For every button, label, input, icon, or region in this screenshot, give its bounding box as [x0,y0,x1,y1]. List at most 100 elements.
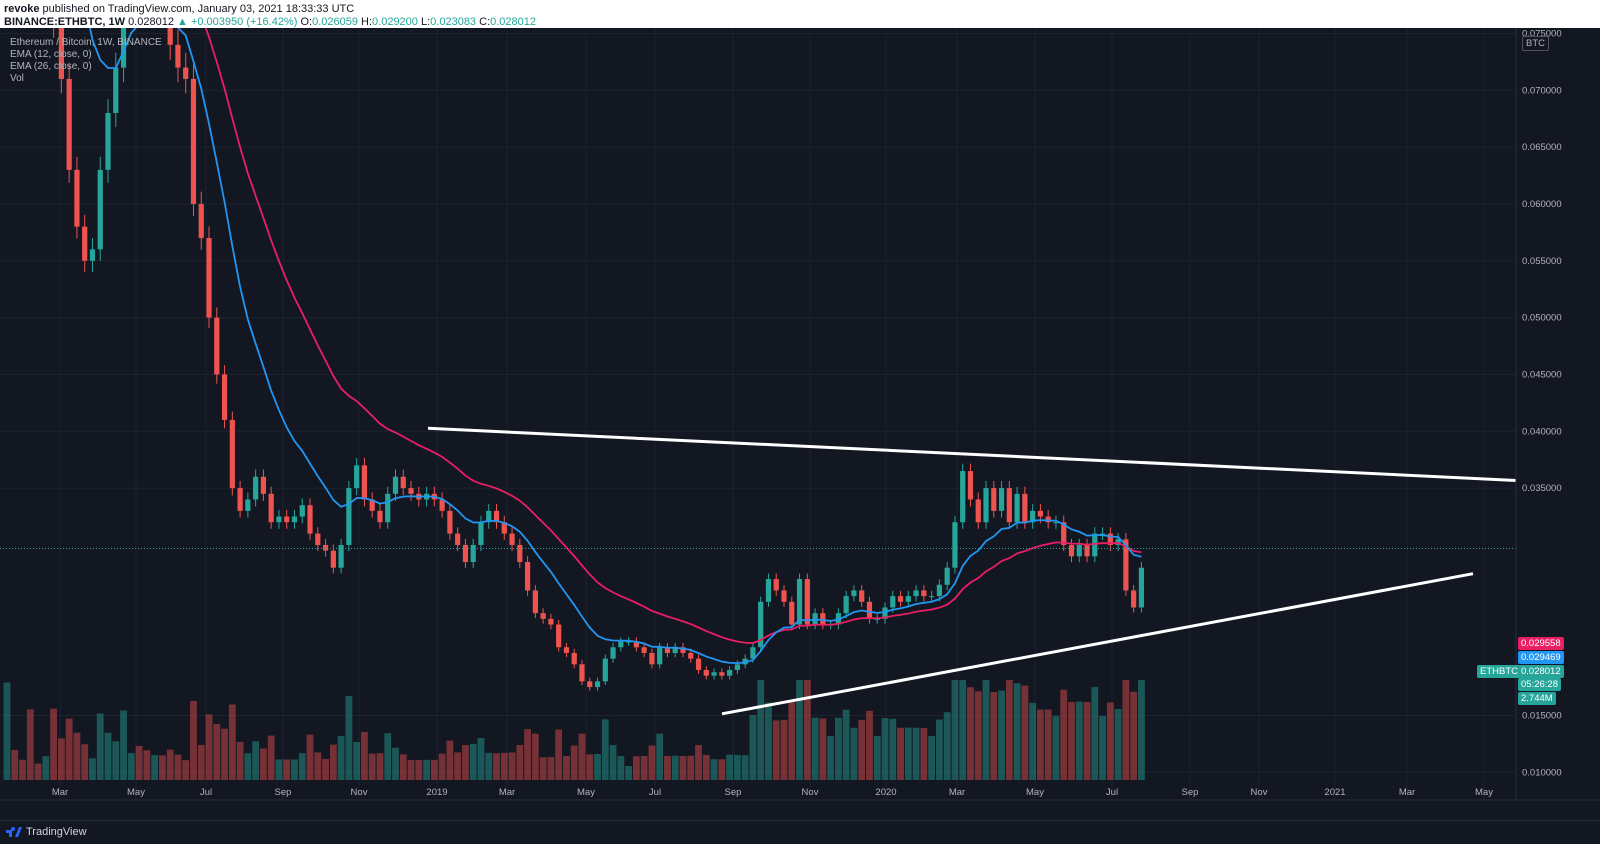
candle-body[interactable] [89,249,96,261]
candle-body[interactable] [944,567,950,585]
candle-body[interactable] [781,590,787,602]
legend-vol[interactable]: Vol [10,73,24,84]
candle-body[interactable] [245,499,251,511]
candle-body[interactable] [1131,590,1137,608]
currency-badge[interactable]: BTC [1522,36,1549,51]
ema-12-line[interactable] [7,28,1142,664]
candle-body[interactable] [1006,488,1012,523]
ema-26-line[interactable] [7,28,1142,644]
candle-body[interactable] [711,672,717,676]
candle-body[interactable] [975,499,981,523]
candle-body[interactable] [439,499,445,511]
candle-body[interactable] [1068,544,1075,557]
candle-body[interactable] [796,579,803,625]
candle-body[interactable] [167,28,173,45]
candle-body[interactable] [967,471,974,500]
candle-body[interactable] [719,672,725,676]
candle-body[interactable] [664,647,671,653]
lower-trendline[interactable] [721,572,1474,716]
candle-body[interactable] [563,647,570,653]
time-axis[interactable]: Mar May Jul Sep Nov 2019 Mar May Jul Sep Nov 2020 Ma… [52,787,1493,798]
candle-body[interactable] [377,510,383,523]
candle-body[interactable] [260,476,267,494]
candle-body[interactable] [408,488,414,494]
candle-body[interactable] [952,522,958,568]
candle-body[interactable] [58,28,64,79]
candle-body[interactable] [462,544,469,563]
candle-body[interactable] [206,238,212,318]
candle-body[interactable] [851,590,857,597]
candle-body[interactable] [929,596,935,598]
candle-body[interactable] [890,596,896,608]
candle-body[interactable] [633,641,639,648]
candle-body[interactable] [540,613,546,619]
candle-body[interactable] [672,647,678,653]
candle-body[interactable] [641,647,647,653]
candle-body[interactable] [97,169,103,250]
candle-body[interactable] [587,681,593,688]
candle-body[interactable] [750,647,756,659]
candle-body[interactable] [936,584,942,597]
candle-body[interactable] [214,317,220,375]
candle-body[interactable] [618,641,624,648]
candle-body[interactable] [253,476,259,500]
price-chart[interactable]: 0.1300000.1250000.1200000.1150000.110000… [0,28,1600,820]
candle-body[interactable] [1061,522,1067,545]
candle-body[interactable] [843,596,849,614]
candle-body[interactable] [338,544,344,568]
candle-body[interactable] [74,169,80,227]
candle-body[interactable] [882,607,888,619]
candle-body[interactable] [198,203,204,239]
candle-body[interactable] [758,601,764,648]
candle-body[interactable] [734,664,740,670]
candle-body[interactable] [695,658,702,670]
candle-body[interactable] [315,533,321,545]
candle-body[interactable] [385,493,391,523]
candle-body[interactable] [804,579,810,625]
candle-body[interactable] [556,624,562,648]
candle-body[interactable] [703,669,709,676]
candle-body[interactable] [866,601,873,619]
candle-body[interactable] [517,544,523,563]
candle-body[interactable] [859,590,865,602]
candle-body[interactable] [175,44,181,68]
candle-body[interactable] [1123,539,1129,591]
candle-body[interactable] [913,590,919,597]
candle-body[interactable] [354,465,360,489]
candle-body[interactable] [400,476,406,489]
candle-body[interactable] [897,596,904,602]
legend-ema26[interactable]: EMA (26, close, 0) [10,61,92,72]
candle-body[interactable] [268,493,274,523]
candle-body[interactable] [447,510,453,534]
candle-body[interactable] [1022,493,1028,523]
candle-body[interactable] [594,681,601,688]
candle-body[interactable] [501,522,507,534]
candle-body[interactable] [789,601,795,625]
candle-body[interactable] [470,544,476,563]
candle-body[interactable] [1053,522,1059,524]
candle-body[interactable] [284,516,290,523]
candle-body[interactable] [1045,516,1051,523]
candle-body[interactable] [307,505,313,534]
candle-body[interactable] [493,510,500,523]
upper-trendline[interactable] [427,426,1517,482]
candle-body[interactable] [1084,544,1090,557]
candle-body[interactable] [276,516,282,523]
candle-body[interactable] [299,505,305,517]
tradingview-logo[interactable]: TradingView [6,826,87,838]
candle-body[interactable] [1076,544,1082,557]
candle-body[interactable] [1107,533,1113,545]
legend-ema12[interactable]: EMA (12, close, 0) [10,49,92,60]
price-axis[interactable]: 0.1300000.1250000.1200000.1150000.110000… [1522,28,1562,778]
candle-body[interactable] [1014,493,1020,523]
candle-body[interactable] [649,652,655,665]
candle-body[interactable] [532,590,538,614]
candle-body[interactable] [330,550,336,568]
candle-body[interactable] [190,78,197,204]
candle-body[interactable] [921,590,927,597]
candle-body[interactable] [571,652,577,665]
candle-body[interactable] [291,516,298,523]
candle-body[interactable] [455,533,461,545]
candle-body[interactable] [346,488,352,545]
candle-body[interactable] [610,647,616,659]
